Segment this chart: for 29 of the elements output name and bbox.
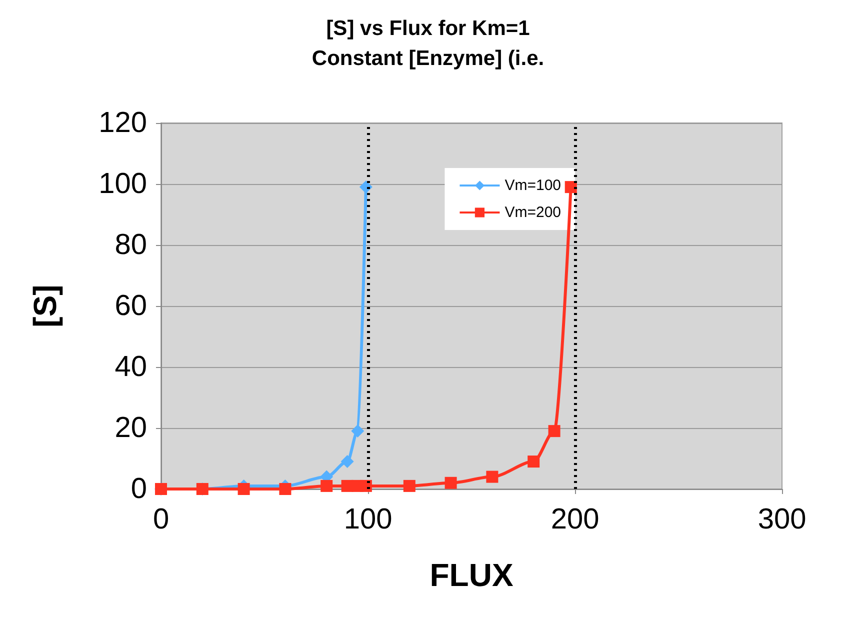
point	[548, 425, 560, 438]
x-tick-label: 100	[344, 504, 392, 536]
point	[320, 480, 333, 492]
point	[444, 476, 457, 489]
y-tick-label: 40	[114, 351, 147, 383]
x-tick-label: 200	[550, 504, 600, 536]
point	[340, 455, 354, 468]
y-axis-title: [S]	[27, 284, 63, 328]
point	[360, 480, 372, 492]
y-tick-label: 0	[130, 473, 147, 505]
point	[564, 181, 577, 194]
point	[486, 470, 498, 483]
y-tick-label: 20	[114, 412, 147, 444]
x-tick-label: 0	[152, 504, 170, 536]
y-tick-label: 100	[98, 168, 147, 200]
y-tick-label: 120	[98, 107, 147, 139]
point	[528, 456, 540, 468]
legend-label: Vm=200	[504, 204, 562, 221]
x-tick-label: 300	[758, 504, 806, 536]
point	[359, 180, 372, 194]
chart-title: [S] vs Flux for Km=1 Constant [Enzyme] (i.e.	[312, 17, 544, 70]
point	[279, 483, 292, 495]
legend-label: Vm=100	[504, 177, 562, 194]
x-axis-title: FLUX	[430, 557, 514, 593]
point	[238, 483, 250, 495]
point	[403, 480, 416, 492]
y-tick-label: 80	[114, 229, 147, 261]
point	[351, 424, 364, 438]
y-tick-label: 60	[114, 290, 147, 322]
